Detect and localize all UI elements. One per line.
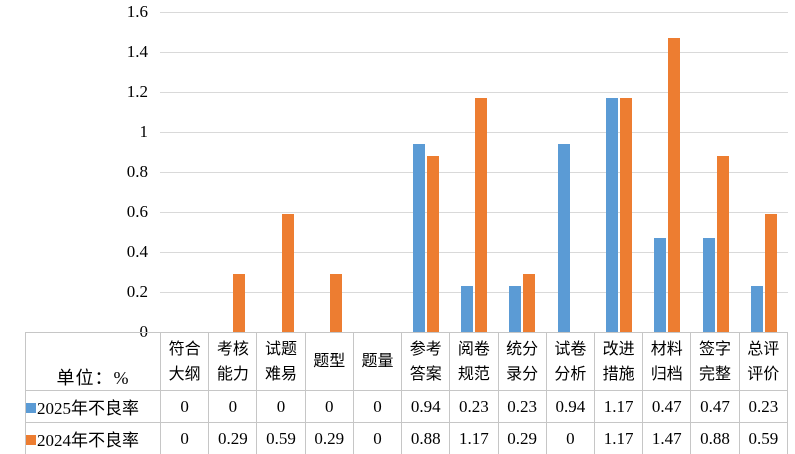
category-header-cell: 考核能力 — [208, 332, 258, 391]
bar-2024年不良率-题型 — [330, 274, 342, 332]
value-cell: 0.23 — [738, 390, 789, 423]
value-cell: 0 — [159, 390, 210, 423]
y-tick-label: 1.6 — [126, 2, 148, 21]
category-header-cell: 参考答案 — [401, 332, 451, 391]
value-cell: 1.47 — [642, 422, 692, 454]
value-cell: 0.29 — [497, 422, 547, 454]
bar-2024年不良率-改进措施 — [620, 98, 632, 332]
value-cell: 0.23 — [497, 390, 547, 423]
bar-2025年不良率-试卷分析 — [558, 144, 570, 332]
gridline — [160, 52, 788, 53]
value-cell: 0.47 — [690, 390, 740, 423]
legend-swatch-icon — [26, 403, 36, 413]
category-header-cell: 改进措施 — [593, 332, 644, 391]
bar-2024年不良率-阅卷规范 — [475, 98, 487, 332]
unit-label: 单位：% — [25, 332, 161, 391]
bar-2025年不良率-参考答案 — [413, 144, 425, 332]
category-header-cell: 统分录分 — [497, 332, 547, 391]
value-cell: 0.23 — [449, 390, 499, 423]
value-cell: 0 — [304, 390, 354, 423]
category-header-cell: 总评评价 — [738, 332, 789, 391]
value-cell: 0 — [208, 390, 258, 423]
legend-swatch-icon — [26, 435, 36, 445]
plot-area — [160, 12, 788, 332]
category-header-cell: 试题难易 — [256, 332, 306, 391]
gridline — [160, 132, 788, 133]
category-header-cell: 题型 — [304, 332, 354, 391]
bar-2024年不良率-材料归档 — [668, 38, 680, 332]
bar-2025年不良率-改进措施 — [606, 98, 618, 332]
table-row: 2024年不良率 0 0.29 0.59 0.29 0 0.88 1.17 0.29 0 1.17 1… — [25, 422, 789, 454]
y-tick-label: 1.2 — [126, 82, 148, 101]
bar-2024年不良率-考核能力 — [233, 274, 245, 332]
series-label-cell: 2025年不良率 — [25, 390, 161, 423]
gridline — [160, 292, 788, 293]
value-cell: 0.29 — [304, 422, 354, 454]
gridline — [160, 172, 788, 173]
value-cell: 0 — [352, 422, 403, 454]
value-cell: 1.17 — [449, 422, 499, 454]
bar-2025年不良率-统分录分 — [509, 286, 521, 332]
value-cell: 0.59 — [738, 422, 789, 454]
category-header-cell: 材料归档 — [642, 332, 692, 391]
y-tick-label: 0.8 — [126, 162, 148, 181]
y-tick-label: 1.4 — [126, 42, 148, 61]
bar-2025年不良率-签字完整 — [703, 238, 715, 332]
category-header-cell: 阅卷规范 — [449, 332, 499, 391]
gridline — [160, 92, 788, 93]
category-header-cell: 符合大纲 — [159, 332, 210, 391]
bar-2025年不良率-总评评价 — [751, 286, 763, 332]
y-tick-label: 0.2 — [126, 282, 148, 301]
y-tick-label: 0 — [139, 322, 149, 341]
value-cell: 0.29 — [208, 422, 258, 454]
value-cell: 0 — [545, 422, 595, 454]
data-table: 单位：% 符合大纲 考核能力 试题难易 题型 题量 参考答案 阅卷规范 统分录分 试卷分析 改进措施… — [25, 332, 789, 454]
value-cell: 0 — [256, 390, 306, 423]
value-cell: 1.17 — [593, 422, 644, 454]
bar-2024年不良率-试题难易 — [282, 214, 294, 332]
table-row: 2025年不良率 0 0 0 0 0 0.94 0.23 0.23 0.94 1.17 0.47 0.4… — [25, 390, 789, 423]
gridline — [160, 12, 788, 13]
value-cell: 0.47 — [642, 390, 692, 423]
value-cell: 0.88 — [401, 422, 451, 454]
value-cell: 0.94 — [401, 390, 451, 423]
bar-2024年不良率-签字完整 — [717, 156, 729, 332]
value-cell: 1.17 — [593, 390, 644, 423]
series-name: 2025年不良率 — [37, 399, 139, 418]
value-cell: 0.94 — [545, 390, 595, 423]
y-tick-label: 0.6 — [126, 202, 148, 221]
y-tick-label: 1 — [139, 122, 149, 141]
value-cell: 0 — [159, 422, 210, 454]
value-cell: 0 — [352, 390, 403, 423]
y-tick-label: 0.4 — [126, 242, 148, 261]
category-header-cell: 试卷分析 — [545, 332, 595, 391]
series-name: 2024年不良率 — [37, 431, 139, 450]
category-header-cell: 题量 — [352, 332, 403, 391]
gridline — [160, 252, 788, 253]
bar-2024年不良率-参考答案 — [427, 156, 439, 332]
bar-2024年不良率-总评评价 — [765, 214, 777, 332]
gridline — [160, 212, 788, 213]
category-header-cell: 签字完整 — [690, 332, 740, 391]
series-label-cell: 2024年不良率 — [25, 422, 161, 454]
value-cell: 0.59 — [256, 422, 306, 454]
bar-2024年不良率-统分录分 — [523, 274, 535, 332]
bar-2025年不良率-材料归档 — [654, 238, 666, 332]
value-cell: 0.88 — [690, 422, 740, 454]
bar-2025年不良率-阅卷规范 — [461, 286, 473, 332]
